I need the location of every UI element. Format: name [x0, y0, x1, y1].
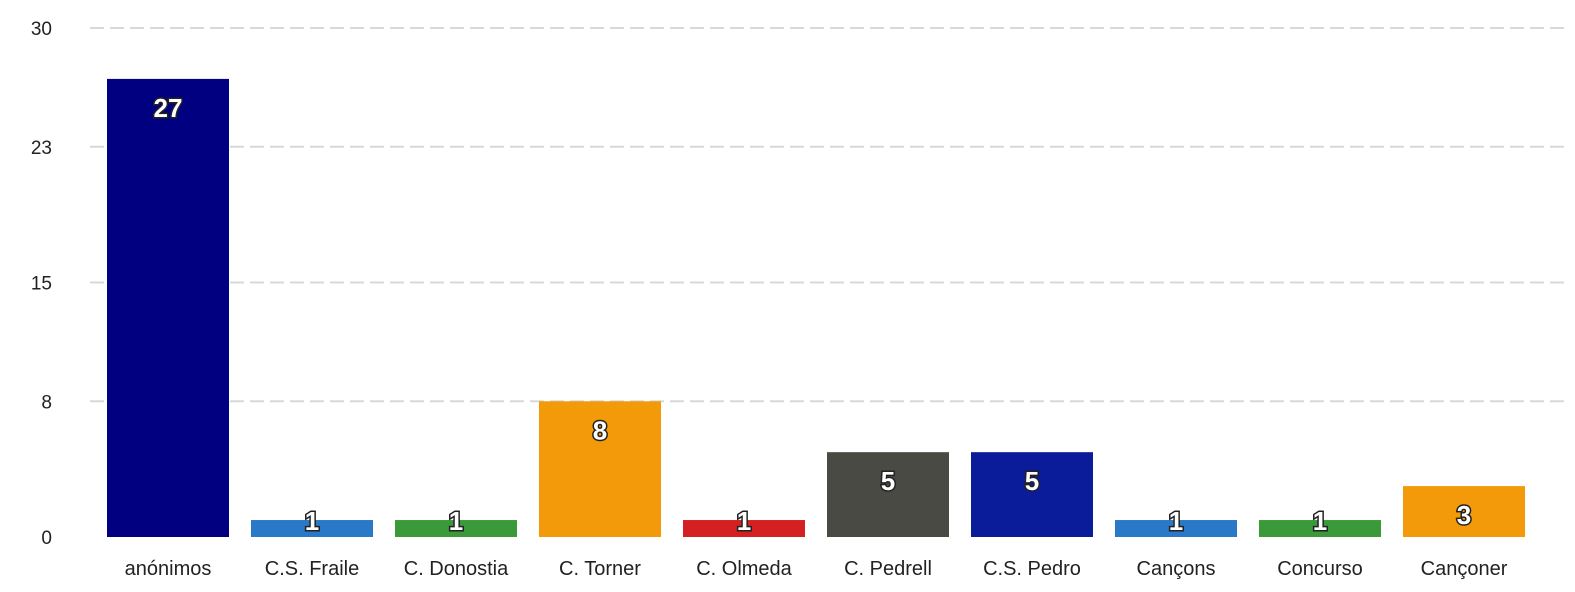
grid-lines [90, 27, 1570, 403]
data-label: 1 [1313, 506, 1327, 536]
data-label: 27 [154, 93, 183, 123]
y-tick-label: 30 [31, 19, 52, 40]
y-tick-label: 15 [31, 274, 52, 295]
data-label: 1 [449, 506, 463, 536]
bar [539, 401, 661, 537]
x-tick-label: Cançoner [1421, 558, 1508, 580]
bar [1403, 486, 1525, 537]
data-label: 1 [1169, 506, 1183, 536]
x-tick-label: C.S. Fraile [265, 558, 359, 580]
x-tick-label: Concurso [1277, 558, 1363, 580]
data-label: 5 [1025, 466, 1039, 496]
x-tick-label: C. Olmeda [696, 558, 792, 580]
y-tick-label: 8 [41, 392, 52, 413]
x-tick-label: C. Pedrell [844, 558, 932, 580]
bar [683, 520, 805, 537]
bar [827, 452, 949, 537]
x-tick-label: C. Donostia [404, 558, 509, 580]
bar [251, 520, 373, 537]
data-label: 5 [881, 466, 895, 496]
bar [1115, 520, 1237, 537]
bar [107, 78, 229, 538]
data-label: 1 [737, 506, 751, 536]
x-tick-label: C. Torner [559, 558, 641, 580]
x-tick-label: anónimos [125, 558, 212, 580]
bar [971, 452, 1093, 537]
x-tick-label: Cançons [1137, 558, 1216, 580]
x-tick-label: C.S. Pedro [983, 558, 1081, 580]
data-label: 1 [305, 506, 319, 536]
y-axis-ticks: 0 8 15 23 30 [31, 19, 52, 549]
y-tick-label: 0 [41, 528, 52, 549]
bars [107, 78, 1525, 538]
data-label: 3 [1457, 500, 1471, 530]
bar [1259, 520, 1381, 537]
x-axis-categories: anónimos C.S. Fraile C. Donostia C. Torner C… [125, 558, 1508, 580]
y-tick-label: 23 [31, 138, 52, 159]
data-label: 8 [593, 415, 607, 445]
bar [395, 520, 517, 537]
